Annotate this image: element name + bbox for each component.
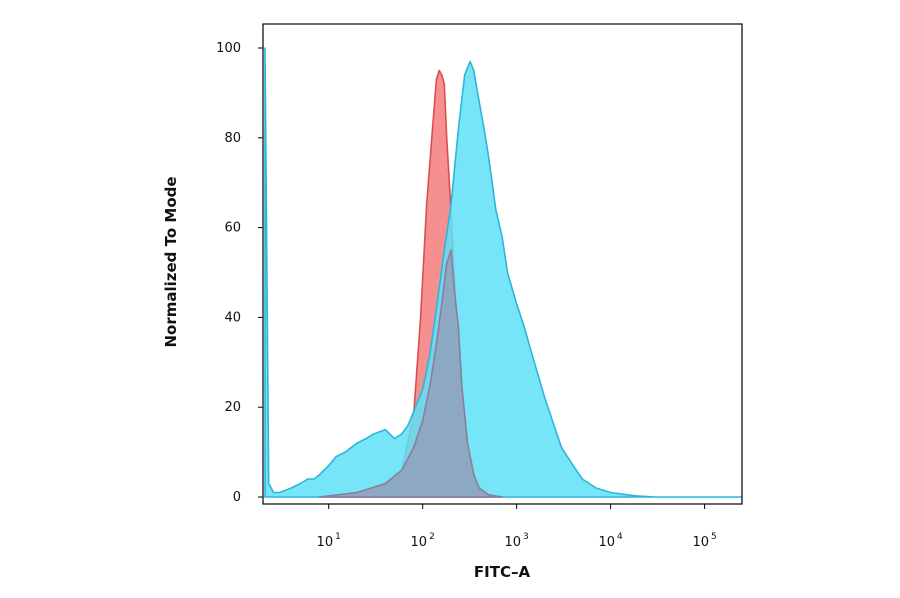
y-tick-label: 0	[233, 490, 241, 505]
y-tick-label: 60	[224, 221, 241, 236]
y-tick-label: 40	[224, 310, 241, 325]
x-tick-label: 10 5	[692, 532, 716, 550]
x-tick-label: 10 4	[598, 532, 623, 550]
plot-frame	[262, 23, 743, 505]
y-axis-title: Normalized To Mode	[162, 176, 180, 347]
histogram-series-2	[264, 47, 743, 498]
series-layer	[264, 47, 743, 498]
x-tick-label: 10 3	[505, 532, 529, 550]
x-tick-label: 10 1	[317, 532, 341, 550]
x-axis: 10 1 10 2 10 3 10 4 10 5	[317, 504, 717, 550]
y-tick-label: 100	[216, 41, 241, 56]
x-tick-label: 10 2	[411, 532, 435, 550]
x-axis-title: FITC–A	[474, 563, 531, 581]
y-tick-label: 80	[224, 131, 241, 146]
y-axis: 0 20 40 60 80 100	[216, 41, 263, 505]
histogram-series-3	[318, 249, 503, 498]
y-tick-label: 20	[224, 400, 241, 415]
